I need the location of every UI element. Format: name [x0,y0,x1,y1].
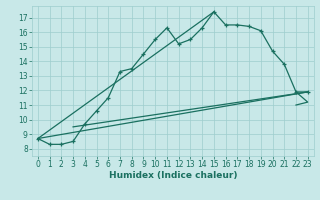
X-axis label: Humidex (Indice chaleur): Humidex (Indice chaleur) [108,171,237,180]
